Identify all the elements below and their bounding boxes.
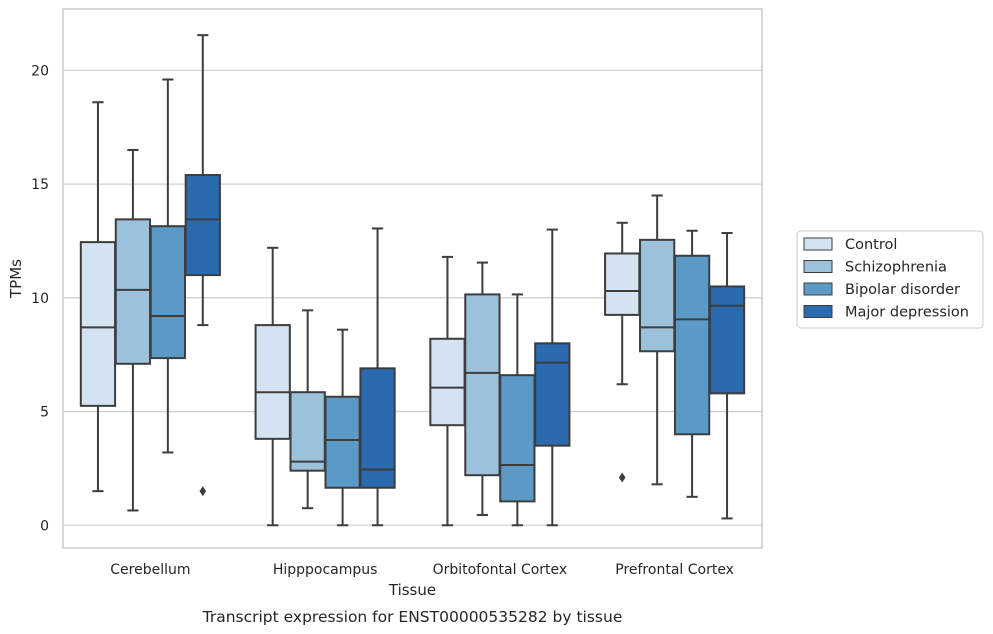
legend-label: Bipolar disorder <box>845 282 960 298</box>
x-tick-label: Cerebellum <box>110 562 190 578</box>
iqr-box <box>184 174 221 277</box>
y-tick-labels: 0 5 10 15 20 <box>31 63 49 534</box>
box-major-depression <box>708 232 746 520</box>
legend-frame <box>796 230 984 329</box>
y-tick-label: 20 <box>31 63 49 79</box>
iqr-box <box>79 241 117 407</box>
legend-label: Schizophrenia <box>845 260 947 276</box>
iqr-box <box>604 252 641 316</box>
y-tick-label: 15 <box>31 177 49 193</box>
iqr-box <box>359 367 396 489</box>
iqr-box <box>673 254 711 436</box>
iqr-box <box>254 324 291 440</box>
box-schizophrenia <box>289 309 326 510</box>
box-schizophrenia <box>114 149 152 512</box>
legend-swatch <box>803 282 833 296</box>
outlier-point <box>618 472 626 483</box>
box-control <box>429 255 466 527</box>
x-tick-labels: Cerebellum Hipppocampus Orbitofontal Corte… <box>110 562 734 578</box>
x-tick-label: Prefrontal Cortex <box>615 562 734 578</box>
y-tick-label: 10 <box>31 291 49 307</box>
iqr-box <box>114 218 152 365</box>
legend-label: Control <box>845 237 897 253</box>
x-axis-label: Tissue <box>388 581 436 599</box>
legend-swatch <box>803 237 833 251</box>
iqr-box <box>149 225 186 360</box>
box-control <box>79 101 117 493</box>
iqr-box <box>639 238 676 353</box>
legend-swatch <box>803 260 833 273</box>
outlier-point <box>199 486 207 497</box>
chart-caption: Transcript expression for ENST0000053528… <box>202 608 623 626</box>
box-layer <box>79 34 746 527</box>
y-tick-label: 5 <box>40 405 49 421</box>
iqr-box <box>708 285 746 395</box>
x-tick-label: Hipppocampus <box>273 562 378 578</box>
iqr-box <box>429 337 466 427</box>
box-major-depression <box>534 228 571 527</box>
iqr-box <box>534 342 571 447</box>
iqr-box <box>499 374 536 503</box>
iqr-box <box>324 395 361 489</box>
legend-label: Major depression <box>845 305 969 321</box>
box-major-depression <box>184 34 221 497</box>
y-tick-label: 0 <box>40 518 49 534</box>
legend: Control Schizophrenia Bipolar disorder Majo… <box>796 230 984 329</box>
box-bipolar-disorder <box>324 328 361 527</box>
box-control <box>254 246 291 527</box>
x-tick-label: Orbitofontal Cortex <box>433 562 568 578</box>
box-schizophrenia <box>639 194 676 486</box>
box-bipolar-disorder <box>149 78 186 454</box>
legend-swatch <box>803 305 833 318</box>
iqr-box <box>464 293 501 477</box>
y-axis-label: TPMs <box>7 259 25 299</box>
iqr-box <box>289 391 326 472</box>
box-major-depression <box>359 227 396 527</box>
